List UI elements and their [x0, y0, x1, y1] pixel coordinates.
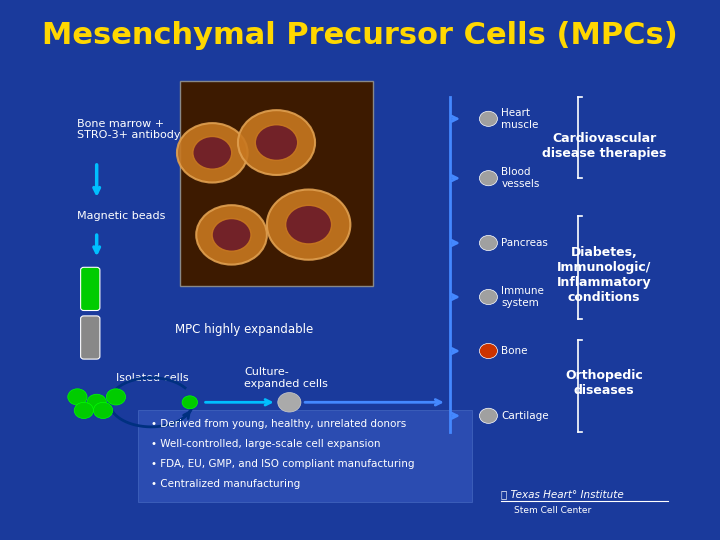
Circle shape [480, 111, 498, 126]
Circle shape [68, 389, 87, 405]
Text: • FDA, EU, GMP, and ISO compliant manufacturing: • FDA, EU, GMP, and ISO compliant manufa… [151, 459, 415, 469]
Circle shape [267, 190, 351, 260]
Text: ⒣ Texas Heart° Institute: ⒣ Texas Heart° Institute [501, 489, 624, 499]
Text: Orthopedic
diseases: Orthopedic diseases [565, 369, 643, 397]
Circle shape [480, 408, 498, 423]
Text: Cardiovascular
disease therapies: Cardiovascular disease therapies [542, 132, 666, 160]
Text: Mesenchymal Precursor Cells (MPCs): Mesenchymal Precursor Cells (MPCs) [42, 21, 678, 50]
Circle shape [107, 389, 125, 405]
Circle shape [182, 396, 197, 409]
Circle shape [74, 402, 94, 418]
Circle shape [197, 205, 267, 265]
Text: MPC highly expandable: MPC highly expandable [175, 323, 313, 336]
Text: Cartilage: Cartilage [501, 411, 549, 421]
Circle shape [94, 402, 113, 418]
Text: Stem Cell Center: Stem Cell Center [514, 506, 591, 515]
Text: Pancreas: Pancreas [501, 238, 548, 248]
Circle shape [480, 343, 498, 359]
Circle shape [193, 137, 232, 169]
Circle shape [256, 125, 297, 160]
Text: • Centralized manufacturing: • Centralized manufacturing [151, 479, 300, 489]
Circle shape [87, 394, 107, 410]
FancyBboxPatch shape [81, 267, 100, 310]
FancyBboxPatch shape [180, 81, 373, 286]
Text: Heart
muscle: Heart muscle [501, 108, 539, 130]
Text: Isolated cells: Isolated cells [116, 373, 189, 383]
Text: • Derived from young, healthy, unrelated donors: • Derived from young, healthy, unrelated… [151, 419, 407, 429]
Text: • Well-controlled, large-scale cell expansion: • Well-controlled, large-scale cell expa… [151, 439, 381, 449]
FancyBboxPatch shape [81, 316, 100, 359]
Circle shape [480, 289, 498, 305]
Text: Bone: Bone [501, 346, 528, 356]
Text: Magnetic beads: Magnetic beads [78, 211, 166, 221]
Circle shape [238, 110, 315, 175]
Circle shape [480, 235, 498, 251]
Text: Culture-
expanded cells: Culture- expanded cells [244, 367, 328, 389]
FancyBboxPatch shape [138, 410, 472, 502]
Text: Diabetes,
Immunologic/
Inflammatory
conditions: Diabetes, Immunologic/ Inflammatory cond… [557, 246, 652, 305]
Circle shape [278, 393, 301, 412]
Text: Blood
vessels: Blood vessels [501, 167, 540, 189]
Text: Bone marrow +
STRO-3+ antibody: Bone marrow + STRO-3+ antibody [78, 119, 181, 140]
Circle shape [177, 123, 248, 183]
Circle shape [212, 219, 251, 251]
Circle shape [286, 205, 332, 244]
Text: Immune
system: Immune system [501, 286, 544, 308]
Circle shape [480, 171, 498, 186]
